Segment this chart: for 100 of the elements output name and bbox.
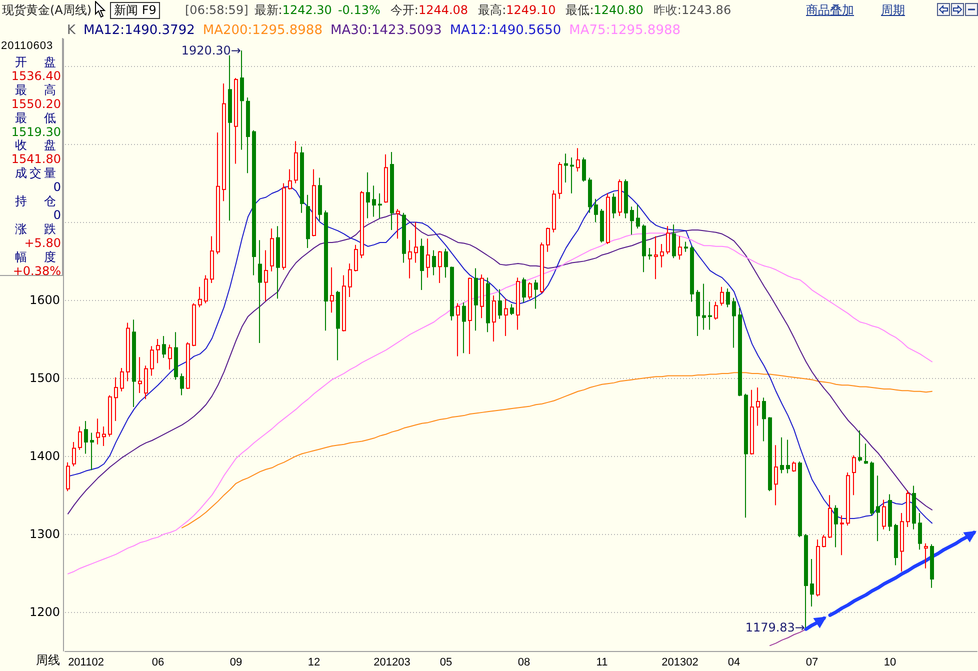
candlestick	[468, 277, 472, 354]
candlestick	[270, 228, 274, 272]
x-tick-label: 08	[518, 656, 530, 668]
candlestick	[402, 212, 406, 264]
text: 0	[53, 208, 61, 222]
text: 周期	[881, 2, 905, 18]
text: MA200:1295.8988	[202, 23, 322, 38]
candlestick	[522, 277, 526, 304]
candlestick	[816, 539, 820, 597]
candlestick	[258, 240, 262, 344]
candlestick	[288, 168, 292, 190]
x-tick-label: 06	[152, 656, 164, 668]
candlestick	[426, 238, 430, 278]
text: MA75:1295.8988	[569, 23, 681, 38]
candlestick	[396, 208, 400, 240]
x-tick-label: 12	[308, 656, 320, 668]
candlestick	[702, 283, 706, 330]
candlestick	[222, 82, 226, 202]
text: 今开:	[390, 2, 418, 18]
text: 幅度	[15, 250, 56, 264]
candlestick	[78, 426, 82, 450]
candlestick	[756, 386, 760, 426]
text: 1243.86	[681, 2, 732, 18]
candlestick	[204, 274, 208, 304]
candlestick	[762, 397, 766, 442]
candlestick	[768, 416, 772, 492]
text: 1249.10	[506, 2, 556, 18]
candlestick	[198, 286, 202, 308]
candlestick	[294, 140, 298, 184]
candlestick	[882, 499, 886, 530]
chart-title: 现货黄金(A周线)	[2, 2, 92, 18]
candlestick	[588, 177, 592, 214]
text: 1541.80	[11, 152, 61, 166]
candlestick	[186, 342, 190, 390]
candlestick	[810, 558, 814, 608]
candlestick	[828, 494, 832, 538]
candlestick	[792, 461, 796, 472]
candlestick	[648, 247, 652, 260]
candlestick	[246, 96, 250, 174]
candlestick	[900, 512, 904, 572]
candlestick	[228, 54, 232, 222]
candlestick	[84, 420, 88, 454]
candlestick	[600, 208, 604, 243]
y-tick-label: 1500	[29, 371, 60, 386]
candlestick	[264, 250, 268, 302]
text: 最高	[15, 82, 56, 97]
candlestick	[912, 485, 916, 530]
text: 涨跌	[15, 222, 56, 236]
candlestick	[420, 238, 424, 291]
candlestick	[906, 490, 910, 528]
candlestick	[126, 322, 130, 382]
candlestick	[462, 302, 466, 354]
candlestick	[510, 304, 514, 316]
candlestick	[360, 190, 364, 259]
candlestick	[444, 248, 448, 278]
candlestick	[144, 365, 148, 400]
text: 1550.20	[11, 96, 61, 111]
x-tick-label: 10	[884, 656, 896, 668]
text: +0.38%	[12, 264, 61, 278]
candlestick	[642, 224, 646, 273]
x-tick-label: 09	[230, 656, 242, 668]
candlestick	[366, 172, 370, 219]
candlestick	[528, 282, 532, 300]
candlestick	[930, 544, 934, 588]
candlestick	[858, 430, 862, 462]
text: 1244.08	[418, 2, 468, 18]
candlestick	[456, 302, 460, 357]
x-tick-label: 201203	[374, 656, 410, 668]
candlestick	[870, 461, 874, 516]
candlestick	[414, 222, 418, 264]
candlestick	[744, 393, 748, 518]
candlestick	[150, 346, 154, 376]
candlestick	[834, 504, 838, 548]
candlestick	[672, 224, 676, 259]
candlestick	[354, 244, 358, 272]
y-tick-label: 1600	[29, 293, 60, 308]
candlestick	[660, 244, 664, 268]
candlestick	[918, 512, 922, 550]
candlestick	[330, 266, 334, 314]
candlestick	[774, 444, 778, 506]
candlestick	[120, 368, 124, 392]
candlestick	[738, 307, 742, 397]
candlestick	[924, 542, 928, 569]
candlestick	[234, 77, 238, 164]
candlestick	[66, 462, 70, 492]
candlestick	[690, 245, 694, 302]
y-tick-label: 1300	[29, 527, 60, 542]
candlestick	[708, 301, 712, 330]
candlestick	[546, 227, 550, 252]
candlestick	[654, 236, 658, 280]
text: 最低:	[566, 2, 594, 18]
annotation: 1920.30→	[181, 43, 241, 58]
candlestick	[576, 148, 580, 172]
candlestick	[684, 241, 688, 252]
candlestick	[432, 250, 436, 276]
candlestick	[384, 154, 388, 204]
candlestick	[678, 236, 682, 260]
candlestick	[876, 475, 880, 542]
candlestick	[612, 192, 616, 219]
candlestick	[324, 210, 328, 332]
